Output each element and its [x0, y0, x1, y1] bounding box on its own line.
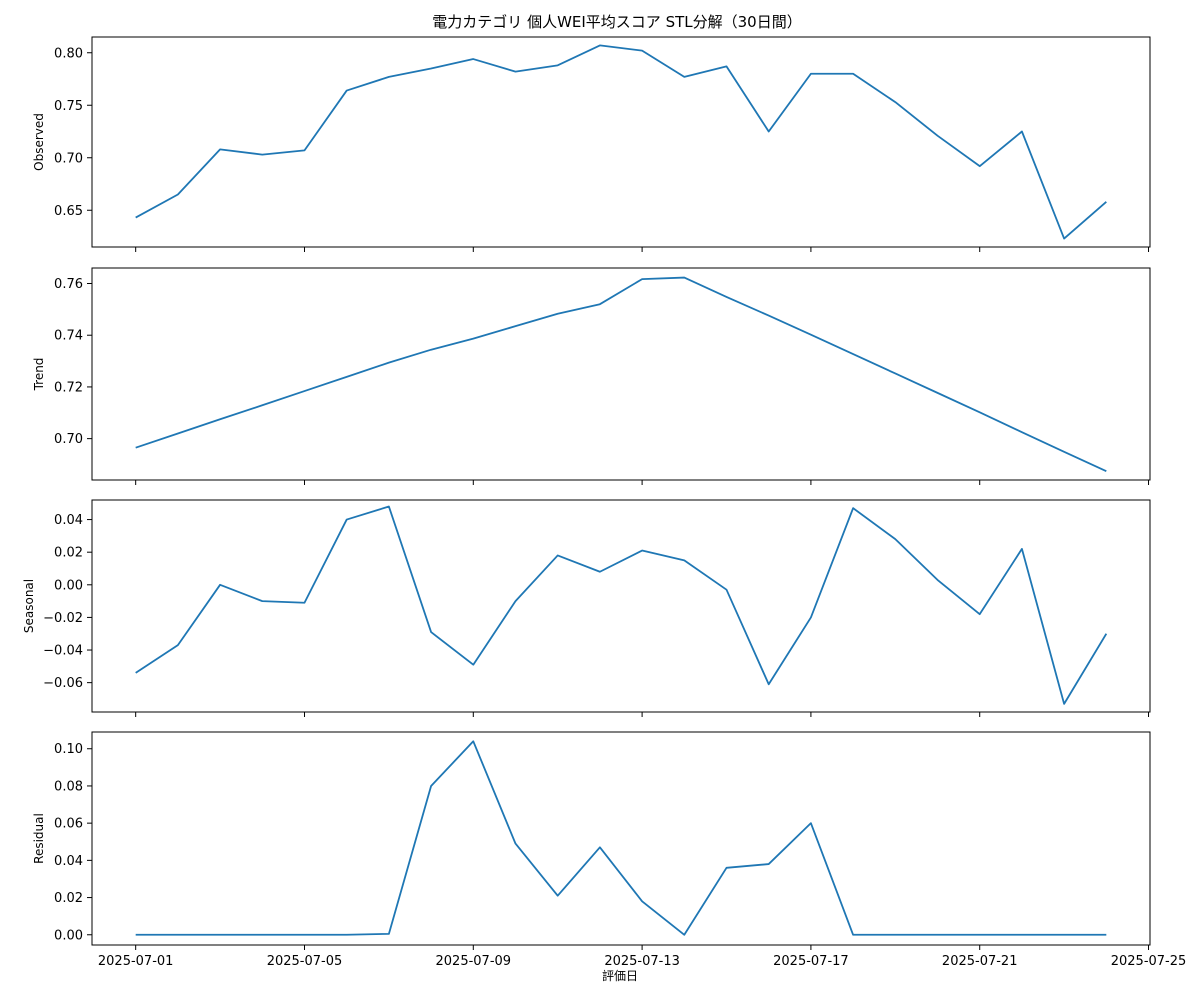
- x-tick-label: 2025-07-01: [98, 954, 174, 969]
- y-axis-label: Trend: [32, 358, 46, 392]
- panel-frame: [91, 731, 1151, 946]
- y-tick-label: 0.76: [54, 277, 83, 292]
- series-line-seasonal: [135, 505, 1108, 705]
- y-tick-label: 0.65: [54, 204, 83, 219]
- y-tick-label: 0.80: [54, 46, 83, 61]
- y-tick-label: 0.70: [54, 151, 83, 166]
- y-tick-label: 0.02: [54, 891, 83, 906]
- panel-seasonal: −0.06 −0.04 −0.02 0.00 0.02 0.04 Seasonal: [22, 499, 1151, 717]
- series-line-observed: [135, 44, 1107, 240]
- chart-title: 電力カテゴリ 個人WEI平均スコア STL分解（30日間）: [432, 13, 801, 31]
- y-tick-label: −0.04: [43, 644, 83, 659]
- y-tick-label: 0.74: [54, 329, 83, 344]
- x-tick-label: 2025-07-09: [436, 954, 512, 969]
- y-tick-label: 0.00: [54, 578, 83, 593]
- x-tick-label: 2025-07-21: [942, 954, 1018, 969]
- y-tick-label: −0.06: [43, 676, 83, 691]
- y-tick-label: 0.08: [54, 779, 83, 794]
- panel-frame: [91, 36, 1151, 248]
- panel-frame: [91, 267, 1151, 481]
- y-tick-label: 0.02: [54, 546, 83, 561]
- y-axis-label: Observed: [32, 113, 46, 171]
- y-tick-label: 0.70: [54, 432, 83, 447]
- y-tick-label: 0.06: [54, 817, 83, 832]
- x-tick-label: 2025-07-25: [1111, 954, 1187, 969]
- panel-residual: 0.00 0.02 0.04 0.06 0.08 0.10 Residual 2025-07-…: [32, 731, 1187, 969]
- x-tick-label: 2025-07-17: [773, 954, 849, 969]
- series-line-residual: [135, 740, 1107, 936]
- y-tick-label: 0.75: [54, 99, 83, 114]
- y-tick-label: 0.04: [54, 854, 83, 869]
- x-axis-label: 評価日: [602, 968, 638, 983]
- y-tick-label: 0.00: [54, 928, 83, 943]
- y-tick-label: −0.02: [43, 611, 83, 626]
- y-tick-label: 0.72: [54, 380, 83, 395]
- y-axis-label: Seasonal: [22, 579, 36, 633]
- panel-frame: [91, 499, 1151, 713]
- panel-trend: 0.70 0.72 0.74 0.76 Trend: [32, 267, 1151, 485]
- panel-observed: 0.65 0.70 0.75 0.80 Observed: [32, 36, 1151, 252]
- y-tick-label: 0.10: [54, 742, 83, 757]
- y-axis-label: Residual: [32, 813, 46, 864]
- y-tick-label: 0.04: [54, 513, 83, 528]
- x-tick-label: 2025-07-05: [267, 954, 343, 969]
- series-line-trend: [135, 276, 1107, 473]
- x-tick-label: 2025-07-13: [604, 954, 680, 969]
